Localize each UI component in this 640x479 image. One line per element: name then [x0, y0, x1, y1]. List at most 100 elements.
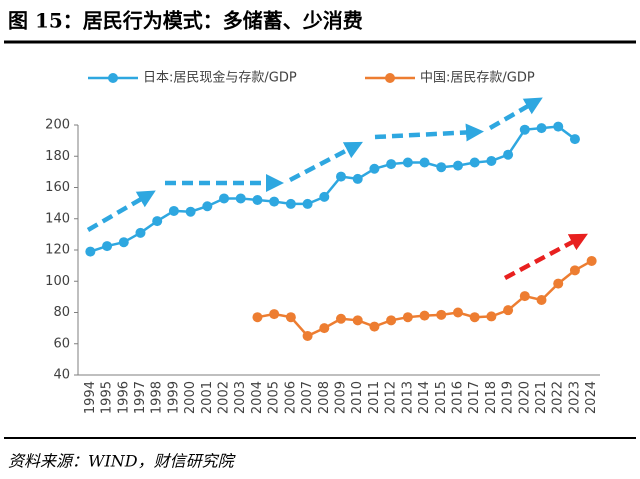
point [386, 159, 397, 170]
x-tick-label: 2006 [283, 381, 298, 414]
x-tick-label: 2005 [267, 381, 282, 414]
x-tick-label: 2007 [300, 381, 315, 414]
point [402, 312, 413, 323]
point [469, 157, 480, 168]
x-tick-label: 1998 [150, 381, 165, 414]
point [486, 311, 497, 322]
point [419, 157, 430, 168]
point [235, 193, 246, 204]
point [285, 312, 296, 323]
x-tick-label: 2001 [200, 381, 215, 414]
point [269, 196, 280, 207]
x-tick-label: 1996 [116, 381, 131, 414]
point [319, 323, 330, 334]
point [185, 206, 196, 217]
point [252, 312, 263, 323]
point [452, 307, 463, 318]
x-tick-label: 2004 [250, 381, 265, 414]
point [486, 155, 497, 166]
point [302, 198, 313, 209]
point [419, 310, 430, 321]
x-tick-label: 2016 [450, 381, 465, 414]
point [352, 173, 363, 184]
y-tick-label: 80 [53, 305, 70, 320]
point [102, 241, 113, 252]
x-tick-label: 2020 [517, 381, 532, 414]
point [436, 162, 447, 173]
point [118, 237, 129, 248]
x-tick-label: 2022 [551, 381, 566, 414]
point [569, 265, 580, 276]
point [152, 216, 163, 227]
point [336, 313, 346, 324]
point [569, 134, 580, 145]
trend-arrows [86, 97, 588, 280]
point [85, 246, 96, 257]
legend-label: 日本:居民现金与存款/GDP [143, 70, 297, 86]
point [269, 309, 280, 320]
y-tick-label: 100 [45, 274, 70, 289]
x-tick-label: 2000 [183, 381, 198, 414]
legend-marker [385, 73, 395, 83]
point [452, 160, 463, 171]
point [536, 123, 547, 134]
x-tick-label: 2021 [534, 381, 549, 414]
x-tick-label: 2019 [501, 381, 516, 414]
x-tick-label: 2012 [384, 381, 399, 414]
x-tick-label: 2024 [584, 381, 599, 414]
x-tick-label: 2013 [400, 381, 415, 414]
point [285, 198, 296, 209]
x-tick-label: 2003 [233, 381, 248, 414]
x-tick-label: 2014 [417, 381, 432, 414]
point [302, 330, 313, 341]
chart-title: 图 15：居民行为模式：多储蓄、少消费 [8, 9, 363, 33]
y-tick-label: 120 [45, 243, 70, 258]
point [519, 124, 530, 135]
point [469, 312, 480, 323]
point [219, 193, 230, 204]
legend-marker [108, 73, 118, 83]
x-tick-label: 2015 [434, 381, 449, 414]
y-tick-label: 40 [53, 368, 70, 383]
y-tick-label: 200 [45, 118, 70, 133]
point [553, 278, 564, 289]
point [369, 321, 380, 332]
point [386, 315, 397, 326]
point [503, 305, 514, 316]
x-tick-label: 2010 [350, 381, 365, 414]
point [352, 315, 363, 326]
x-tick-label: 1995 [100, 381, 115, 414]
x-tick-label: 2009 [334, 381, 349, 414]
x-tick-label: 1994 [83, 381, 98, 414]
point [336, 171, 346, 182]
point [519, 291, 530, 302]
x-tick-label: 2023 [567, 381, 582, 414]
x-tick-label: 1997 [133, 381, 148, 414]
y-tick-label: 180 [45, 149, 70, 164]
y-tick-label: 60 [53, 336, 70, 351]
point [252, 195, 263, 205]
point [319, 191, 330, 202]
point [369, 163, 380, 174]
point [168, 205, 179, 216]
x-tick-label: 2017 [467, 381, 482, 414]
point [436, 309, 447, 320]
x-tick-label: 2008 [317, 381, 332, 414]
x-tick-label: 2002 [217, 381, 232, 414]
point [402, 157, 413, 168]
source: 资料来源：WIND，财信研究院 [8, 452, 237, 471]
y-tick-label: 160 [45, 180, 70, 195]
point [553, 121, 564, 132]
point [202, 201, 213, 212]
x-tick-label: 2011 [367, 381, 382, 414]
series-line [89, 125, 576, 253]
x-tick-label: 2018 [484, 381, 499, 414]
point [536, 295, 547, 305]
x-tick-label: 1999 [166, 381, 181, 414]
y-tick-label: 140 [45, 211, 70, 226]
point [586, 255, 597, 266]
point [135, 227, 146, 238]
point [503, 149, 514, 160]
legend-label: 中国:居民存款/GDP [420, 71, 535, 86]
